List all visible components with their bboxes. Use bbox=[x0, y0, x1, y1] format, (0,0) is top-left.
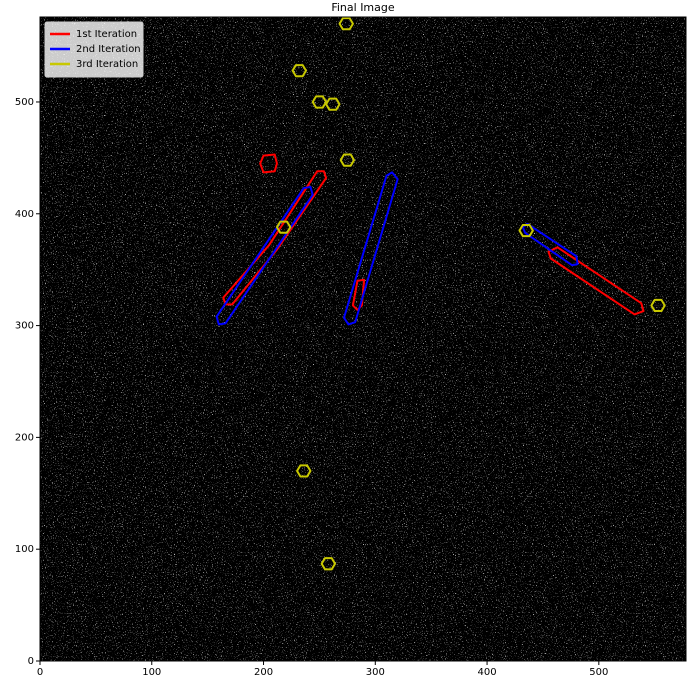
contour bbox=[222, 170, 328, 306]
x-tick-label: 200 bbox=[254, 667, 273, 677]
y-tick-label: 400 bbox=[15, 209, 34, 220]
contour bbox=[518, 223, 534, 238]
contour bbox=[311, 95, 328, 109]
contour bbox=[215, 185, 314, 326]
contour bbox=[320, 557, 337, 571]
contour bbox=[339, 153, 356, 167]
contour bbox=[325, 97, 341, 111]
y-tick-label: 0 bbox=[28, 656, 34, 667]
x-tick-label: 500 bbox=[589, 667, 608, 677]
legend-label: 1st Iteration bbox=[76, 29, 137, 40]
contour bbox=[275, 220, 292, 234]
chart-title: Final Image bbox=[331, 1, 395, 14]
contour bbox=[259, 153, 278, 174]
y-tick-label: 200 bbox=[15, 432, 34, 443]
y-tick-label: 300 bbox=[15, 321, 34, 332]
legend-label: 3rd Iteration bbox=[76, 59, 138, 70]
x-tick-label: 0 bbox=[37, 667, 43, 677]
x-tick-label: 400 bbox=[478, 667, 497, 677]
image-noise bbox=[40, 17, 686, 661]
contour bbox=[296, 464, 312, 478]
contour bbox=[338, 17, 354, 31]
axes-frame bbox=[39, 16, 687, 662]
contour bbox=[650, 298, 666, 313]
legend-label: 2nd Iteration bbox=[76, 44, 141, 55]
contour bbox=[547, 246, 645, 316]
y-tick-label: 100 bbox=[15, 544, 34, 555]
x-tick-label: 300 bbox=[366, 667, 385, 677]
x-tick-label: 100 bbox=[142, 667, 161, 677]
y-tick-label: 500 bbox=[15, 97, 34, 108]
contour bbox=[521, 222, 579, 267]
contour bbox=[343, 171, 399, 326]
contour bbox=[291, 64, 307, 78]
